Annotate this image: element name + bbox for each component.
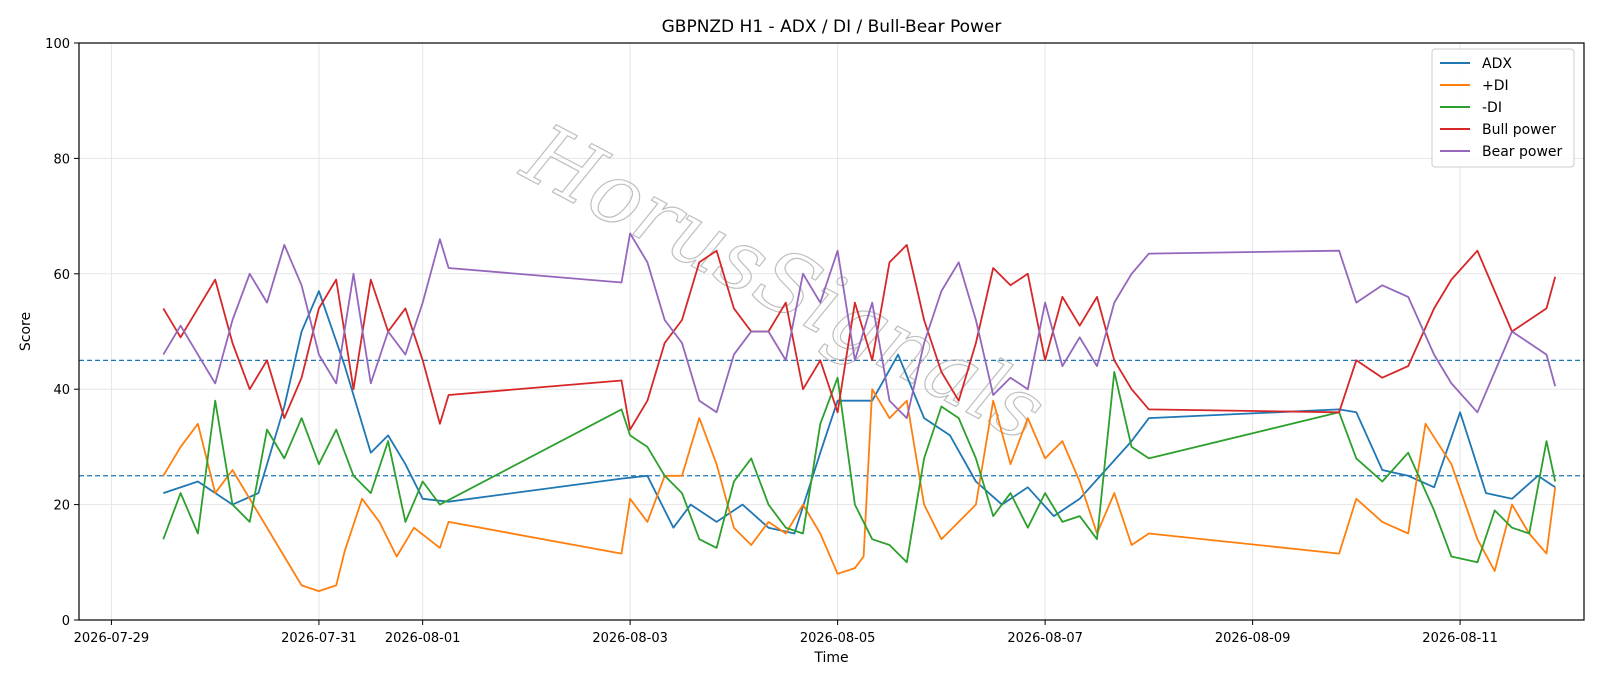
series-line-bull-power (162, 243, 1557, 431)
series-line-bear-power (162, 232, 1557, 420)
y-tick-label: 60 (53, 268, 70, 283)
series-lines (162, 232, 1557, 592)
legend-label: ADX (1482, 56, 1512, 72)
plot-frame (78, 42, 1585, 621)
series-line--di (162, 388, 1557, 592)
reference-lines (79, 359, 1584, 477)
y-tick-label: 20 (53, 499, 70, 514)
y-tick-label: 100 (45, 37, 70, 52)
series-line--di (162, 370, 1557, 564)
series-line-adx (163, 290, 1556, 535)
x-tick-label: 2026-08-01 (385, 631, 461, 646)
legend-box (1431, 48, 1575, 168)
y-tick-label: 40 (53, 383, 70, 398)
legend-label: -DI (1482, 100, 1502, 116)
y-axis-label: Score (18, 312, 34, 351)
legend-label: Bear power (1482, 144, 1563, 160)
x-axis-label: Time (813, 650, 848, 666)
x-tick-label: 2026-07-31 (281, 631, 357, 646)
legend-label: Bull power (1482, 122, 1556, 138)
legend: ADX +DI -DI Bull power Bear power (1431, 48, 1575, 168)
chart-title: GBPNZD H1 - ADX / DI / Bull-Bear Power (662, 17, 1002, 37)
x-tick-label: 2026-08-09 (1215, 631, 1291, 646)
x-tick-label: 2026-08-03 (592, 631, 668, 646)
x-tick-label: 2026-08-11 (1422, 631, 1498, 646)
x-tick-label: 2026-08-05 (800, 631, 876, 646)
x-axis: 2026-07-29 2026-07-31 2026-08-01 2026-08-03… (74, 620, 1498, 646)
y-tick-label: 80 (53, 152, 70, 167)
x-tick-label: 2026-07-29 (74, 631, 150, 646)
y-tick-label: 0 (62, 614, 70, 629)
y-axis: 0 20 40 60 80 100 (45, 37, 79, 629)
x-tick-label: 2026-08-07 (1007, 631, 1083, 646)
legend-label: +DI (1482, 78, 1509, 94)
